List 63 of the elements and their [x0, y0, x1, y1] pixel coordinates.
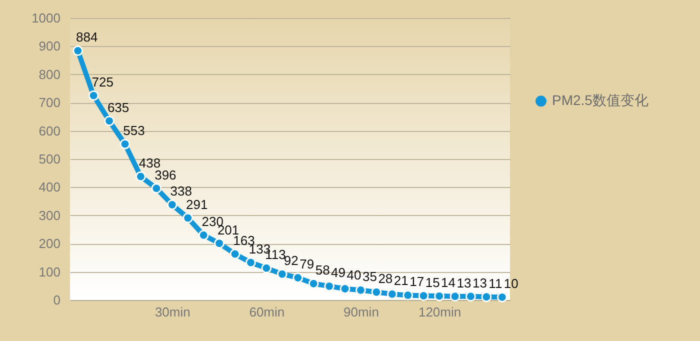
data-label: 15 [425, 274, 440, 290]
point [465, 291, 476, 302]
data-label: 553 [123, 123, 145, 138]
data-label: 13 [472, 275, 487, 290]
point [324, 280, 335, 292]
data-label: 725 [92, 74, 114, 90]
point [214, 238, 225, 249]
data-label: 17 [410, 274, 424, 290]
point [88, 90, 99, 101]
y-tick-label: 600 [38, 123, 60, 138]
point [276, 268, 288, 280]
point [182, 212, 194, 224]
point [151, 183, 162, 194]
y-tick-label: 800 [38, 66, 60, 82]
x-tick-label: 90min [344, 304, 379, 320]
y-tick-label: 300 [38, 208, 60, 223]
point [386, 288, 398, 300]
data-label: 14 [441, 275, 456, 290]
y-tick-label: 100 [38, 264, 60, 280]
data-label: 11 [488, 276, 502, 291]
data-label: 40 [346, 268, 362, 283]
point [166, 199, 178, 210]
data-label: 10 [504, 276, 518, 292]
point [245, 257, 256, 268]
y-tick-label: 700 [38, 95, 60, 110]
y-tick-label: 400 [38, 180, 60, 195]
point [104, 116, 115, 126]
y-tick-label: 500 [38, 152, 60, 166]
data-label: 884 [76, 30, 98, 45]
y-tick-label: 0 [53, 292, 60, 308]
point [135, 171, 146, 182]
data-label: 13 [456, 275, 472, 290]
point [340, 284, 350, 294]
point [198, 230, 209, 240]
point [230, 248, 240, 260]
data-label: 79 [300, 256, 314, 272]
point [355, 284, 366, 296]
point [292, 272, 304, 283]
point [308, 278, 319, 289]
data-label: 635 [107, 100, 130, 115]
point [261, 262, 272, 274]
point [418, 290, 429, 301]
data-label: 291 [186, 196, 208, 212]
y-tick-label: 900 [38, 38, 60, 54]
data-label: 58 [315, 262, 330, 278]
x-tick-label: 30min [154, 304, 190, 320]
y-tick-label: 200 [38, 236, 60, 252]
x-tick-label: 120min [418, 304, 462, 320]
point [72, 46, 84, 56]
data-label: 35 [362, 269, 377, 284]
y-tick-label: 1000 [32, 10, 60, 26]
data-label: 28 [378, 271, 393, 286]
data-label: 338 [170, 184, 192, 199]
legend-label: PM2.5数值变化 [552, 92, 648, 108]
data-label: 21 [394, 273, 408, 288]
point [481, 292, 492, 302]
data-label: 49 [331, 265, 346, 280]
x-tick-label: 60min [249, 304, 285, 320]
point [371, 286, 382, 298]
point [120, 138, 130, 150]
data-label: 92 [284, 253, 298, 268]
point [450, 291, 460, 302]
point [434, 290, 445, 302]
